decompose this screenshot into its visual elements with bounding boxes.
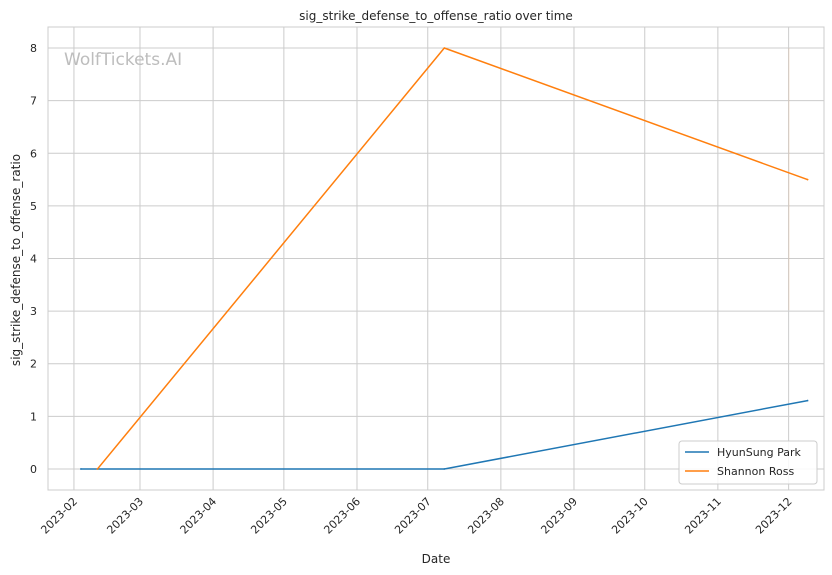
legend-label-shannon-ross: Shannon Ross [717,465,794,478]
data-point-hyunsung-park [80,468,82,470]
y-tick-label: 5 [30,200,37,213]
y-tick-label: 2 [30,358,37,371]
legend: HyunSung Park Shannon Ross [678,440,818,485]
x-tick-label: 2023-08 [465,495,507,537]
x-axis-label: Date [422,552,451,566]
data-point-hyunsung-park [806,399,809,402]
x-tick-label: 2023-09 [538,495,580,537]
y-tick-label: 8 [30,42,37,55]
legend-box [678,440,818,485]
data-point-shannon-ross [806,178,809,181]
x-tick-label: 2023-04 [178,495,220,537]
x-tick-label: 2023-11 [682,495,724,537]
series-lines [80,47,809,471]
x-tick-label: 2023-05 [248,495,290,537]
x-tick-label: 2023-07 [392,495,434,537]
y-tick-label: 0 [30,463,37,476]
x-tick-label: 2023-10 [609,495,651,537]
data-point-hyunsung-park [443,468,446,470]
chart-title: sig_strike_defense_to_offense_ratio over… [299,9,573,23]
y-tick-label: 4 [30,253,37,266]
x-tick-label: 2023-02 [38,495,80,537]
x-tick-label: 2023-06 [321,495,363,537]
x-tick-label: 2023-12 [753,495,795,537]
y-axis-label: sig_strike_defense_to_offense_ratio [9,154,23,366]
y-tick-label: 7 [30,95,37,108]
data-point-shannon-ross [443,47,446,49]
y-gridlines [48,47,824,470]
legend-label-hyunsung-park: HyunSung Park [717,446,802,459]
y-tick-labels: 0 1 2 3 4 5 6 7 8 [30,42,37,476]
y-tick-label: 1 [30,410,37,423]
data-point-shannon-ross [96,468,99,470]
y-tick-label: 3 [30,305,37,318]
x-tick-labels: 2023-02 2023-03 2023-04 2023-05 2023-06 2023-… [38,495,794,537]
x-tick-label: 2023-03 [104,495,146,537]
y-tick-label: 6 [30,147,37,160]
watermark: WolfTickets.AI [64,50,182,70]
